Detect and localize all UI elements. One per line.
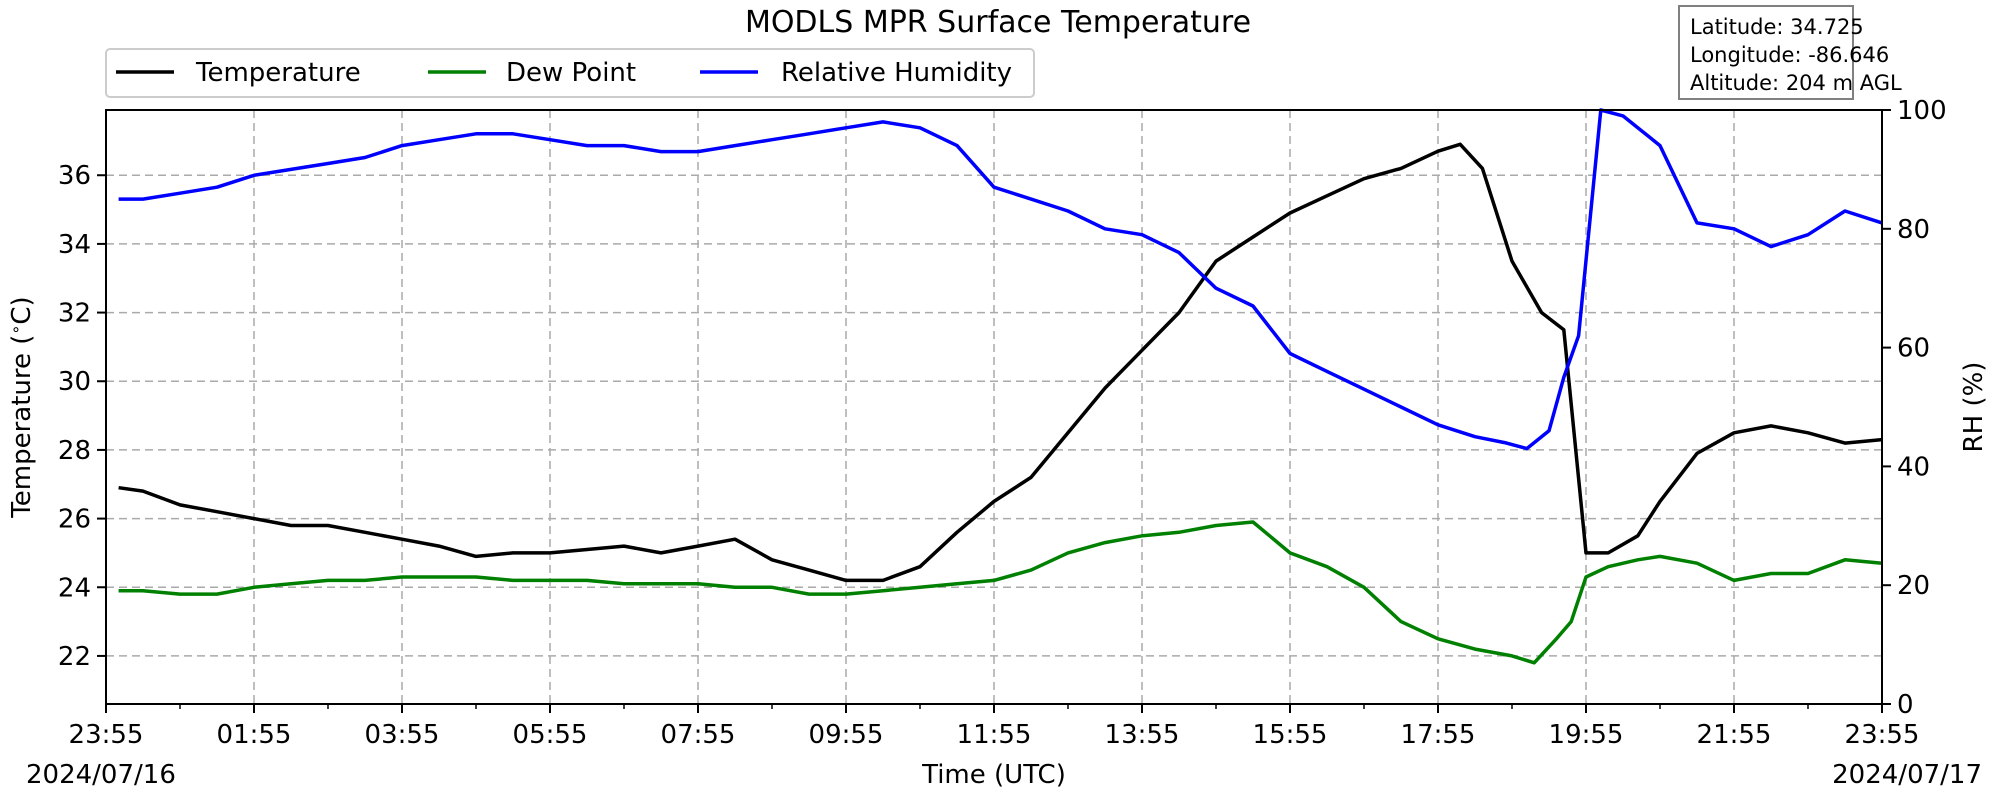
x-axis: 23:55 01:55 03:55 05:55 07:55 09:55 11:55 13:55… <box>69 704 1920 750</box>
dew-point-line <box>118 520 1883 665</box>
latitude-text: Latitude: 34.725 <box>1690 15 1864 39</box>
x-tick-label: 01:55 <box>217 720 292 750</box>
end-date-label: 2024/07/17 <box>1832 760 1982 790</box>
y-left-tick-label: 32 <box>58 299 91 329</box>
location-info-box: Latitude: 34.725 Longitude: -86.646 Alti… <box>1678 5 1902 100</box>
x-tick-label: 23:55 <box>69 720 144 750</box>
grid <box>106 110 1882 704</box>
y-left-tick-label: 24 <box>58 573 91 603</box>
y-left-tick-label: 30 <box>58 367 91 397</box>
legend-label-temperature: Temperature <box>195 58 361 88</box>
x-tick-label: 23:55 <box>1845 720 1920 750</box>
chart-title: MODLS MPR Surface Temperature <box>745 5 1251 40</box>
y-right-tick-label: 100 <box>1897 96 1947 126</box>
x-tick-label: 11:55 <box>957 720 1032 750</box>
y-left-tick-label: 22 <box>58 642 91 672</box>
x-tick-label: 05:55 <box>513 720 588 750</box>
y-left-tick-label: 28 <box>58 436 91 466</box>
y-right-tick-label: 40 <box>1897 452 1930 482</box>
x-tick-label: 19:55 <box>1549 720 1624 750</box>
y-left-tick-label: 26 <box>58 505 91 535</box>
temperature-line <box>118 142 1883 583</box>
plot-frame <box>105 109 1883 705</box>
y-axis-right-label: RH (%) <box>1959 362 1989 453</box>
x-tick-label: 13:55 <box>1105 720 1180 750</box>
y-right-tick-label: 80 <box>1897 215 1930 245</box>
legend-box <box>105 48 1035 98</box>
x-tick-label: 17:55 <box>1401 720 1476 750</box>
y-right-tick-label: 60 <box>1897 334 1930 364</box>
legend-label-dew-point: Dew Point <box>506 58 636 88</box>
legend: Temperature Dew Point Relative Humidity <box>105 48 1035 98</box>
y-axis-left-label: Temperature (∘C) <box>6 296 38 518</box>
x-tick-label: 09:55 <box>809 720 884 750</box>
legend-label-relative-humidity: Relative Humidity <box>781 58 1012 88</box>
longitude-text: Longitude: -86.646 <box>1690 43 1890 67</box>
start-date-label: 2024/07/16 <box>26 760 176 790</box>
x-tick-label: 21:55 <box>1697 720 1772 750</box>
y-right-tick-label: 0 <box>1897 690 1914 720</box>
x-tick-label: 03:55 <box>365 720 440 750</box>
altitude-text: Altitude: 204 m AGL <box>1690 71 1902 95</box>
x-tick-label: 15:55 <box>1253 720 1328 750</box>
y-left-tick-label: 34 <box>58 230 91 260</box>
relative-humidity-line <box>118 108 1883 451</box>
series-layer <box>118 108 1883 665</box>
x-axis-label: Time (UTC) <box>921 760 1066 790</box>
left-axis: 22 24 26 28 30 32 34 36 <box>58 161 106 672</box>
right-axis: 0 20 40 60 80 100 <box>1882 96 1947 720</box>
y-right-tick-label: 20 <box>1897 571 1930 601</box>
x-tick-label: 07:55 <box>661 720 736 750</box>
y-left-tick-label: 36 <box>58 161 91 191</box>
